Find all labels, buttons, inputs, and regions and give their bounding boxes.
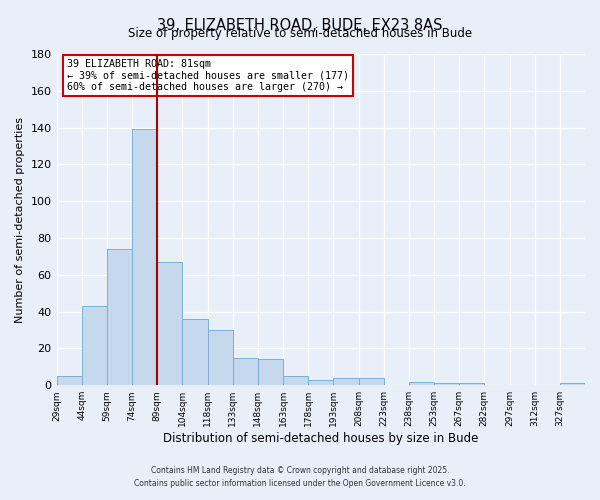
Text: Contains HM Land Registry data © Crown copyright and database right 2025.
Contai: Contains HM Land Registry data © Crown c… bbox=[134, 466, 466, 487]
Bar bbox=[560, 384, 585, 385]
Bar bbox=[208, 330, 233, 385]
Bar bbox=[258, 360, 283, 385]
Bar bbox=[359, 378, 383, 385]
Bar bbox=[157, 262, 182, 385]
Bar bbox=[82, 306, 107, 385]
Bar bbox=[56, 376, 82, 385]
Bar bbox=[409, 382, 434, 385]
X-axis label: Distribution of semi-detached houses by size in Bude: Distribution of semi-detached houses by … bbox=[163, 432, 478, 445]
Bar bbox=[459, 384, 484, 385]
Bar bbox=[233, 358, 258, 385]
Bar bbox=[132, 130, 157, 385]
Bar bbox=[182, 319, 208, 385]
Bar bbox=[107, 249, 132, 385]
Bar bbox=[434, 384, 459, 385]
Bar bbox=[308, 380, 334, 385]
Text: 39 ELIZABETH ROAD: 81sqm
← 39% of semi-detached houses are smaller (177)
60% of : 39 ELIZABETH ROAD: 81sqm ← 39% of semi-d… bbox=[67, 59, 349, 92]
Bar bbox=[334, 378, 359, 385]
Y-axis label: Number of semi-detached properties: Number of semi-detached properties bbox=[15, 116, 25, 322]
Bar bbox=[283, 376, 308, 385]
Text: 39, ELIZABETH ROAD, BUDE, EX23 8AS: 39, ELIZABETH ROAD, BUDE, EX23 8AS bbox=[157, 18, 443, 32]
Text: Size of property relative to semi-detached houses in Bude: Size of property relative to semi-detach… bbox=[128, 28, 472, 40]
